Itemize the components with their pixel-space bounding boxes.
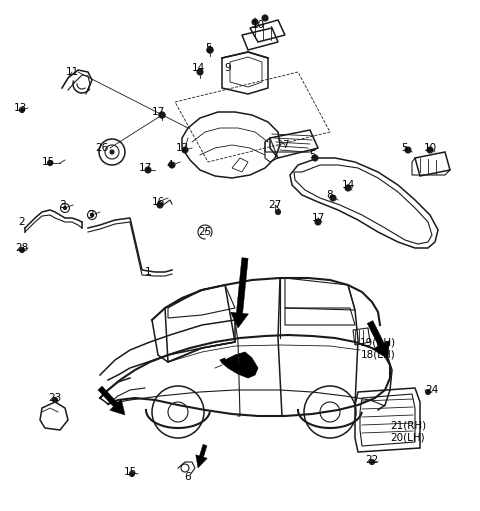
Circle shape	[182, 147, 188, 153]
Circle shape	[276, 210, 280, 215]
Text: 2: 2	[19, 217, 25, 227]
Circle shape	[169, 162, 175, 168]
Text: 22: 22	[365, 455, 379, 465]
Circle shape	[63, 206, 67, 210]
Circle shape	[20, 247, 24, 252]
Text: 15: 15	[123, 467, 137, 477]
Circle shape	[425, 389, 431, 394]
Circle shape	[159, 112, 165, 118]
Polygon shape	[367, 320, 389, 358]
Circle shape	[145, 167, 151, 173]
Text: 18(LH): 18(LH)	[360, 349, 396, 359]
Circle shape	[345, 185, 351, 191]
Text: 8: 8	[327, 190, 333, 200]
Text: 13: 13	[13, 103, 26, 113]
Text: 4: 4	[167, 160, 173, 170]
Circle shape	[110, 150, 114, 154]
Text: 20(LH): 20(LH)	[391, 432, 425, 442]
Text: 17: 17	[151, 107, 165, 117]
Text: 5: 5	[204, 43, 211, 53]
Circle shape	[52, 398, 58, 403]
Text: 27: 27	[268, 200, 282, 210]
Text: 26: 26	[96, 143, 108, 153]
Text: 9: 9	[225, 63, 231, 73]
Text: 15: 15	[41, 157, 55, 167]
Circle shape	[405, 147, 411, 153]
Text: 25: 25	[198, 227, 212, 237]
Text: 19(RH): 19(RH)	[360, 337, 396, 347]
Polygon shape	[234, 358, 250, 371]
Polygon shape	[230, 258, 249, 328]
Circle shape	[48, 160, 52, 166]
Circle shape	[207, 47, 213, 53]
Circle shape	[370, 459, 374, 464]
Text: 3: 3	[59, 200, 65, 210]
Polygon shape	[220, 352, 258, 378]
Circle shape	[315, 219, 321, 225]
Text: 23: 23	[48, 393, 61, 403]
Circle shape	[157, 202, 163, 208]
Text: 1: 1	[144, 267, 151, 277]
Circle shape	[159, 112, 165, 118]
Circle shape	[20, 107, 24, 112]
Text: 14: 14	[341, 180, 355, 190]
Circle shape	[91, 214, 94, 217]
Polygon shape	[98, 386, 125, 415]
Circle shape	[312, 155, 318, 161]
Text: 11: 11	[65, 67, 79, 77]
Text: 16: 16	[151, 197, 165, 207]
Circle shape	[252, 19, 258, 25]
Text: 24: 24	[425, 385, 439, 395]
Circle shape	[330, 195, 336, 201]
Text: 10: 10	[252, 20, 264, 30]
Text: 14: 14	[192, 63, 204, 73]
Text: 10: 10	[423, 143, 437, 153]
Circle shape	[197, 69, 203, 75]
Text: 5: 5	[402, 143, 408, 153]
Text: 3: 3	[87, 210, 93, 220]
Text: 28: 28	[15, 243, 29, 253]
Text: 21(RH): 21(RH)	[390, 420, 426, 430]
Text: 12: 12	[175, 143, 189, 153]
Circle shape	[262, 15, 268, 21]
Polygon shape	[196, 445, 207, 468]
Text: 6: 6	[185, 472, 192, 482]
Text: 17: 17	[312, 213, 324, 223]
Circle shape	[207, 47, 213, 53]
Circle shape	[427, 147, 433, 153]
Text: 17: 17	[138, 163, 152, 173]
Text: 5: 5	[309, 150, 315, 160]
Circle shape	[130, 472, 134, 476]
Text: 7: 7	[282, 140, 288, 150]
